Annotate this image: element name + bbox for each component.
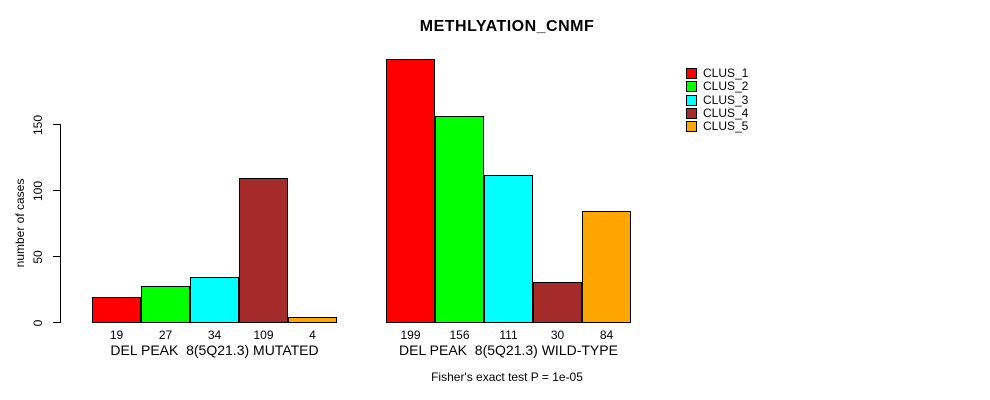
legend-label: CLUS_3 xyxy=(703,93,749,107)
bar-clus_3-group1 xyxy=(190,277,239,323)
y-tick-mark xyxy=(53,322,60,323)
bar-value-label: 30 xyxy=(550,328,565,342)
bar-value-label: 34 xyxy=(207,328,222,342)
group-label-2: DEL PEAK 8(5Q21.3) WILD-TYPE xyxy=(399,342,618,358)
legend-row-clus_1: CLUS_1 xyxy=(686,67,748,79)
chart-title: METHLYATION_CNMF xyxy=(419,18,595,35)
legend-row-clus_5: CLUS_5 xyxy=(686,120,748,132)
y-tick-mark xyxy=(53,256,60,257)
bar-value-label: 109 xyxy=(253,328,274,342)
legend-label: CLUS_1 xyxy=(703,66,749,80)
bar-clus_5-group2 xyxy=(582,211,631,323)
legend-label: CLUS_4 xyxy=(703,106,749,120)
legend-label: CLUS_2 xyxy=(703,79,749,93)
legend-row-clus_4: CLUS_4 xyxy=(686,107,748,119)
bar-clus_4-group2 xyxy=(533,282,582,323)
y-tick-mark xyxy=(53,124,60,125)
legend-row-clus_2: CLUS_2 xyxy=(686,80,748,92)
bar-value-label: 84 xyxy=(599,328,614,342)
bar-clus_2-group1 xyxy=(141,286,190,323)
legend-swatch-icon xyxy=(686,120,697,132)
legend-swatch-icon xyxy=(686,80,697,92)
y-tick-label: 50 xyxy=(31,249,45,264)
bar-value-label: 199 xyxy=(400,328,421,342)
bar-value-label: 4 xyxy=(309,328,316,342)
bar-clus_3-group2 xyxy=(484,175,533,323)
bar-clus_1-group1 xyxy=(92,297,141,323)
bar-clus_4-group1 xyxy=(239,178,288,323)
bar-clus_2-group2 xyxy=(435,116,484,323)
bar-value-label: 111 xyxy=(499,328,518,342)
y-axis-line xyxy=(60,124,61,323)
legend-swatch-icon xyxy=(686,67,697,79)
y-tick-mark xyxy=(53,190,60,191)
legend-swatch-icon xyxy=(686,107,697,119)
y-tick-label: 0 xyxy=(31,319,45,326)
legend-row-clus_3: CLUS_3 xyxy=(686,94,748,106)
legend-swatch-icon xyxy=(686,94,697,106)
y-axis-label: number of cases xyxy=(13,178,27,268)
legend-label: CLUS_5 xyxy=(703,119,749,133)
fisher-test-footnote: Fisher's exact test P = 1e-05 xyxy=(431,370,583,384)
y-tick-label: 150 xyxy=(31,114,45,135)
group-label-1: DEL PEAK 8(5Q21.3) MUTATED xyxy=(110,342,319,358)
bar-value-label: 19 xyxy=(109,328,124,342)
bar-clus_5-group1 xyxy=(288,317,337,323)
bar-value-label: 27 xyxy=(158,328,173,342)
bar-clus_1-group2 xyxy=(386,59,435,323)
bar-value-label: 156 xyxy=(449,328,470,342)
y-tick-label: 100 xyxy=(31,180,45,201)
